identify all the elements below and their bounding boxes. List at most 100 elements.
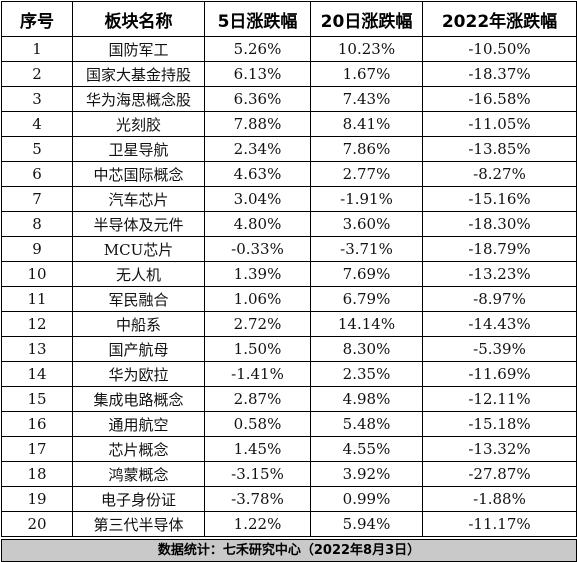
cell-2022-change: -14.43%: [422, 311, 577, 337]
cell-20day-change: 5.94%: [310, 511, 423, 537]
cell-index: 11: [1, 286, 73, 312]
cell-index: 6: [1, 161, 73, 187]
cell-5day-change: 1.06%: [204, 286, 311, 312]
table-row: 11 军民融合 1.06% 6.79% -8.97%: [1, 286, 577, 312]
cell-2022-change: -11.17%: [422, 511, 577, 537]
table-row: 7 汽车芯片 3.04% -1.91% -15.16%: [1, 186, 577, 212]
cell-5day-change: 4.80%: [204, 211, 311, 237]
cell-sector-name: 中船系: [72, 311, 205, 337]
cell-20day-change: -1.91%: [310, 186, 423, 212]
cell-2022-change: -15.18%: [422, 411, 577, 437]
table-row: 3 华为海思概念股 6.36% 7.43% -16.58%: [1, 86, 577, 112]
cell-index: 10: [1, 261, 73, 287]
cell-sector-name: 第三代半导体: [72, 511, 205, 537]
cell-2022-change: -12.11%: [422, 386, 577, 412]
cell-sector-name: 光刻胶: [72, 111, 205, 137]
cell-5day-change: 5.26%: [204, 36, 311, 62]
cell-20day-change: 8.30%: [310, 336, 423, 362]
cell-20day-change: 4.98%: [310, 386, 423, 412]
table-row: 8 半导体及元件 4.80% 3.60% -18.30%: [1, 211, 577, 237]
cell-2022-change: -18.30%: [422, 211, 577, 237]
header-5day-change: 5日涨跌幅: [204, 1, 311, 37]
table-row: 2 国家大基金持股 6.13% 1.67% -18.37%: [1, 61, 577, 87]
cell-sector-name: 汽车芯片: [72, 186, 205, 212]
table-row: 6 中芯国际概念 4.63% 2.77% -8.27%: [1, 161, 577, 187]
cell-sector-name: 芯片概念: [72, 436, 205, 462]
cell-index: 12: [1, 311, 73, 337]
cell-2022-change: -15.16%: [422, 186, 577, 212]
cell-sector-name: 无人机: [72, 261, 205, 287]
table-row: 1 国防军工 5.26% 10.23% -10.50%: [1, 36, 577, 62]
cell-2022-change: -13.32%: [422, 436, 577, 462]
cell-sector-name: 鸿蒙概念: [72, 461, 205, 487]
cell-5day-change: 1.22%: [204, 511, 311, 537]
cell-20day-change: 6.79%: [310, 286, 423, 312]
cell-20day-change: 0.99%: [310, 486, 423, 512]
cell-2022-change: -18.79%: [422, 236, 577, 262]
cell-20day-change: 8.41%: [310, 111, 423, 137]
cell-20day-change: 10.23%: [310, 36, 423, 62]
cell-index: 7: [1, 186, 73, 212]
table-row: 9 MCU芯片 -0.33% -3.71% -18.79%: [1, 236, 577, 262]
cell-2022-change: -11.69%: [422, 361, 577, 387]
header-row: 序号 板块名称 5日涨跌幅 20日涨跌幅 2022年涨跌幅: [1, 1, 577, 37]
header-2022-change: 2022年涨跌幅: [422, 1, 577, 37]
table-row: 10 无人机 1.39% 7.69% -13.23%: [1, 261, 577, 287]
cell-20day-change: 2.35%: [310, 361, 423, 387]
cell-sector-name: MCU芯片: [72, 236, 205, 262]
cell-5day-change: -0.33%: [204, 236, 311, 262]
cell-2022-change: -18.37%: [422, 61, 577, 87]
table-row: 13 国产航母 1.50% 8.30% -5.39%: [1, 336, 577, 362]
cell-5day-change: 3.04%: [204, 186, 311, 212]
cell-index: 16: [1, 411, 73, 437]
cell-5day-change: 4.63%: [204, 161, 311, 187]
cell-20day-change: 7.43%: [310, 86, 423, 112]
data-source-footer: 数据统计：七禾研究中心（2022年8月3日）: [1, 539, 577, 562]
cell-20day-change: 7.69%: [310, 261, 423, 287]
cell-20day-change: 4.55%: [310, 436, 423, 462]
cell-2022-change: -11.05%: [422, 111, 577, 137]
cell-index: 18: [1, 461, 73, 487]
cell-5day-change: 1.45%: [204, 436, 311, 462]
cell-5day-change: 6.36%: [204, 86, 311, 112]
cell-5day-change: -3.15%: [204, 461, 311, 487]
table-row: 12 中船系 2.72% 14.14% -14.43%: [1, 311, 577, 337]
cell-index: 2: [1, 61, 73, 87]
cell-2022-change: -16.58%: [422, 86, 577, 112]
cell-index: 8: [1, 211, 73, 237]
cell-20day-change: 3.92%: [310, 461, 423, 487]
cell-index: 9: [1, 236, 73, 262]
cell-2022-change: -5.39%: [422, 336, 577, 362]
cell-index: 3: [1, 86, 73, 112]
cell-5day-change: 6.13%: [204, 61, 311, 87]
cell-index: 14: [1, 361, 73, 387]
cell-sector-name: 集成电路概念: [72, 386, 205, 412]
cell-5day-change: 1.39%: [204, 261, 311, 287]
cell-sector-name: 国家大基金持股: [72, 61, 205, 87]
cell-2022-change: -8.27%: [422, 161, 577, 187]
cell-5day-change: 0.58%: [204, 411, 311, 437]
cell-5day-change: 1.50%: [204, 336, 311, 362]
cell-20day-change: 7.86%: [310, 136, 423, 162]
header-index: 序号: [1, 1, 73, 37]
cell-5day-change: 2.87%: [204, 386, 311, 412]
cell-20day-change: 5.48%: [310, 411, 423, 437]
table-row: 17 芯片概念 1.45% 4.55% -13.32%: [1, 436, 577, 462]
cell-5day-change: -1.41%: [204, 361, 311, 387]
cell-index: 1: [1, 36, 73, 62]
cell-index: 15: [1, 386, 73, 412]
cell-sector-name: 军民融合: [72, 286, 205, 312]
header-sector-name: 板块名称: [72, 1, 205, 37]
table-row: 14 华为欧拉 -1.41% 2.35% -11.69%: [1, 361, 577, 387]
cell-2022-change: -10.50%: [422, 36, 577, 62]
cell-20day-change: -3.71%: [310, 236, 423, 262]
sector-performance-table: 序号 板块名称 5日涨跌幅 20日涨跌幅 2022年涨跌幅 1 国防军工 5.26%…: [1, 1, 577, 537]
cell-5day-change: 2.72%: [204, 311, 311, 337]
cell-sector-name: 华为欧拉: [72, 361, 205, 387]
table-row: 5 卫星导航 2.34% 7.86% -13.85%: [1, 136, 577, 162]
cell-index: 17: [1, 436, 73, 462]
cell-2022-change: -13.85%: [422, 136, 577, 162]
cell-sector-name: 电子身份证: [72, 486, 205, 512]
table-row: 19 电子身份证 -3.78% 0.99% -1.88%: [1, 486, 577, 512]
